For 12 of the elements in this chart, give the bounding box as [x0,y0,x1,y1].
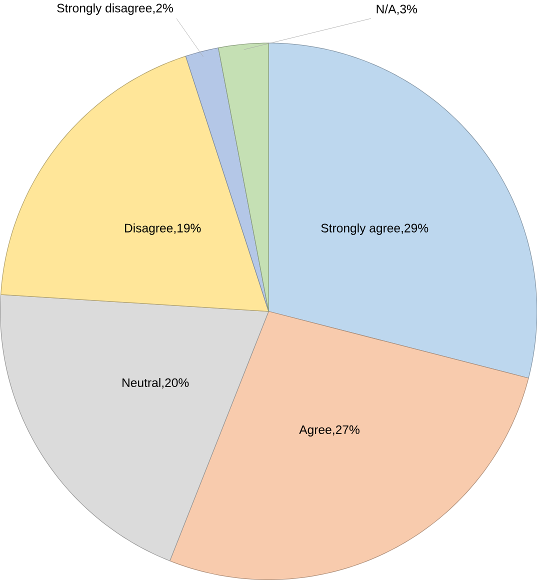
slice-label: Agree [299,425,332,436]
slice-label: Neutral [122,378,160,388]
slice-label: Disagree [124,223,173,235]
slice-label: Strongly agree [321,223,400,235]
data-label: ,20% [162,378,189,389]
data-label: ,19% [174,224,201,234]
data-label: ,2% [153,4,173,14]
data-label: ,3% [397,4,417,15]
data-label: ,29% [402,224,428,234]
slice-label: Strongly disagree [57,3,152,15]
data-label: ,27% [332,425,360,436]
slice-label: N/A [376,4,396,14]
